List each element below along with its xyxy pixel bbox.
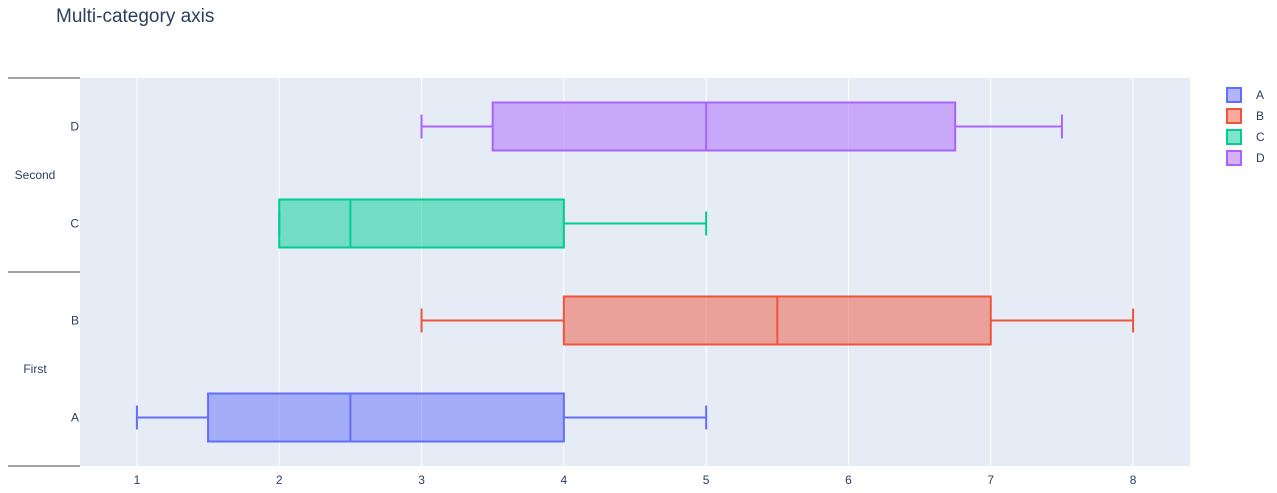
legend-label: A (1256, 88, 1264, 102)
legend-item-D[interactable]: D (1226, 150, 1265, 166)
legend-swatch (1226, 150, 1242, 166)
legend-label: C (1256, 130, 1265, 144)
box-series (135, 101, 1135, 443)
y-group-label: Second (15, 168, 56, 182)
box-A[interactable] (135, 392, 708, 443)
x-tick-label: 4 (561, 473, 568, 487)
x-tick-label: 7 (987, 473, 994, 487)
legend-label: D (1256, 151, 1265, 165)
x-tick-label: 1 (134, 473, 141, 487)
y-category-label: B (71, 314, 79, 328)
y-group-label: First (23, 362, 47, 376)
x-tick-label: 8 (1130, 473, 1137, 487)
legend-swatch (1226, 87, 1242, 103)
x-tick-label: 3 (418, 473, 425, 487)
y-axis-multicategory: A B First C D Second (8, 77, 80, 467)
box-iqr (278, 198, 565, 249)
box-iqr (207, 392, 565, 443)
box-B[interactable] (420, 295, 1135, 346)
legend-item-C[interactable]: C (1226, 129, 1265, 145)
y-category-label: A (71, 411, 79, 425)
y-category-label: D (70, 120, 79, 134)
x-tick-label: 2 (276, 473, 283, 487)
x-tick-label: 5 (703, 473, 710, 487)
chart-title: Multi-category axis (56, 6, 214, 27)
box-C[interactable] (278, 198, 708, 249)
x-tick-label: 6 (845, 473, 852, 487)
x-axis-ticks: 1 2 3 4 5 6 7 8 (134, 473, 1137, 487)
box-D[interactable] (420, 101, 1063, 152)
legend-swatch (1226, 108, 1242, 124)
legend-label: B (1256, 109, 1264, 123)
box-iqr (491, 101, 957, 152)
legend-swatch (1226, 129, 1242, 145)
legend-item-B[interactable]: B (1226, 108, 1264, 124)
legend-item-A[interactable]: A (1226, 87, 1264, 103)
y-category-label: C (70, 217, 79, 231)
